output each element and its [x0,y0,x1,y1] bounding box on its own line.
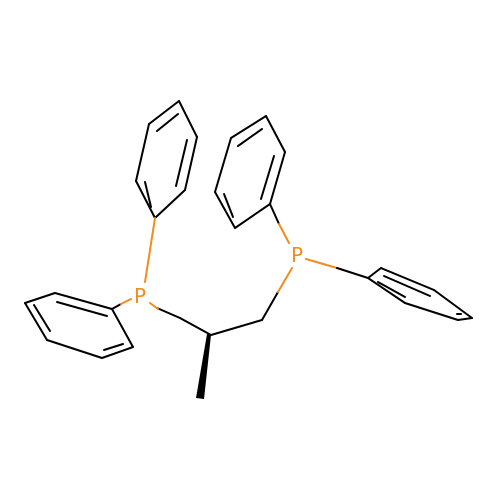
bond [111,308,134,348]
inner-double-bond [223,193,234,218]
bond [46,339,103,359]
phosphorus-atom-left: P [134,284,146,308]
phosphorus-bonds [111,203,369,310]
phenyl-ring-upper-left [135,100,198,219]
bond [404,302,459,321]
inner-double-bond [175,139,188,187]
phenyl-ring-lower-right [367,267,473,321]
bond [111,303,122,310]
bond [54,292,113,310]
bond [265,115,286,153]
bond [144,249,151,283]
bond [154,189,186,219]
bond [269,203,280,225]
bond [135,123,150,182]
phenyl-ring-upper-right [214,115,286,229]
inner-double-bond [377,281,406,298]
bond [149,302,159,310]
wedge-bond-methyl [196,334,211,399]
bond [367,277,406,304]
bond [214,191,236,229]
bond [269,151,286,205]
phenyl-ring-lower-left [24,292,134,359]
inner-double-bond [56,301,108,317]
bond [149,217,156,251]
bond [457,317,473,321]
bond [380,267,435,291]
bond [148,100,180,125]
bond [135,180,156,219]
inner-double-bond [156,113,179,132]
bond [214,137,232,193]
inner-double-bond [103,343,124,351]
bond [261,291,279,321]
inner-double-bond [383,275,431,297]
bond [210,319,263,336]
bond [120,298,132,305]
bond [179,317,212,336]
bond [305,258,338,269]
inner-double-bond [33,304,51,332]
inner-double-bond [237,128,263,147]
bond [230,115,267,139]
bond [24,302,48,341]
bond [277,267,293,293]
bond [156,307,181,319]
backbone [156,291,279,399]
bond [234,203,271,229]
phosphorus-atom-right: P [291,243,303,267]
bond [101,346,134,359]
bond [336,267,369,279]
bond [433,289,473,319]
bond [184,136,198,191]
inner-double-bond [144,181,152,208]
bond [178,100,198,138]
bond [278,223,290,244]
inner-double-bond [260,155,275,200]
bond [24,292,56,304]
bond [367,267,382,279]
